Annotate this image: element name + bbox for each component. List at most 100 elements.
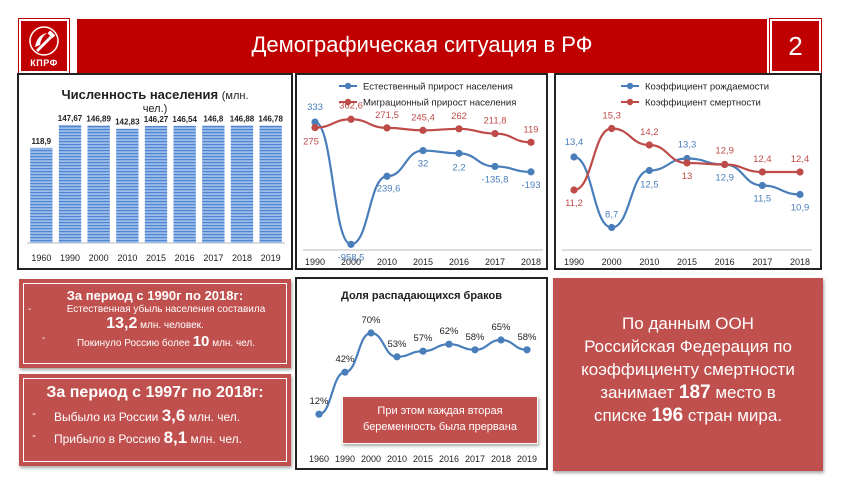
header-bar: Демографическая ситуация в РФ [77, 19, 767, 73]
hammer-sickle-icon [29, 26, 59, 56]
divorce-share-label: 57% [413, 333, 433, 344]
data-label: 12,5 [640, 180, 659, 191]
left-russia-value: 3,6 [161, 406, 186, 425]
series-point-2 [608, 124, 616, 133]
series-point-2 [758, 168, 766, 176]
divorce-share-label: 42% [335, 354, 355, 365]
rank-value: 187 [678, 382, 711, 403]
legend-swatch-marker [626, 82, 634, 90]
countries-total-value: 196 [651, 405, 684, 426]
un-line-5-prefix: списке [593, 406, 647, 425]
population-bar [202, 125, 225, 243]
data-label: 12,9 [715, 173, 734, 184]
series-point-2 [721, 160, 729, 169]
x-tick-label: 2016 [175, 253, 195, 263]
population-bar [144, 125, 168, 243]
population-data-label: 147,67 [58, 114, 83, 123]
data-label: 333 [307, 102, 323, 113]
population-title-main: Численность населения [61, 87, 219, 102]
population-data-label: 146,89 [86, 114, 111, 123]
data-label: 119 [523, 124, 538, 135]
divorce-share-point [341, 368, 349, 376]
series-point-1 [347, 240, 355, 248]
population-chart-title: Численность населения (млн. [19, 87, 291, 102]
divorce-share-point [419, 347, 427, 355]
series-point-1 [758, 181, 766, 190]
series-point-2 [311, 123, 319, 132]
x-tick-label: 2016 [715, 257, 735, 267]
data-label: 11,5 [753, 194, 771, 205]
series-point-1 [796, 190, 804, 199]
population-bar [230, 125, 254, 243]
population-bar-chart: 118,9 1960 147,67 1990 146,89 2000 142,83 2010 1… [27, 114, 285, 263]
legend-swatch-marker [344, 82, 352, 90]
data-label: 12,9 [715, 146, 734, 157]
x-tick-label: 2016 [439, 454, 459, 464]
period-1990-2018-box: За период с 1990г по 2018г: - Естественн… [19, 279, 291, 368]
period-1997-line1: - Выбыло из России 3,6 млн. чел. [24, 406, 286, 426]
un-ranking-box: По данным ООН Российская Федерация по ко… [553, 278, 823, 471]
data-label: 13,4 [565, 137, 584, 148]
series-point-2 [419, 126, 427, 134]
period-1990-2018-inner: За период с 1990г по 2018г: - Естественн… [23, 283, 287, 364]
party-logo: КПРФ [18, 18, 70, 74]
un-line-4-prefix: занимает [600, 383, 675, 402]
un-line-5: списке 196 стран мира. [553, 404, 823, 427]
x-tick-label: 2015 [413, 257, 433, 267]
x-tick-label: 2017 [752, 257, 772, 267]
divorce-share-label: 58% [465, 332, 485, 343]
page-number: 2 [788, 31, 803, 61]
data-label: 32 [418, 159, 429, 170]
divorce-share-point [497, 336, 505, 344]
series-point-1 [491, 162, 499, 171]
x-tick-label: 2018 [790, 257, 810, 267]
data-label: -958,5 [338, 252, 365, 263]
period-1990-heading: За период с 1990г по 2018г: [66, 288, 244, 303]
series-point-2 [796, 168, 804, 176]
period-1997-heading: За период с 1997г по 2018г: [46, 384, 264, 401]
x-tick-label: 2010 [117, 253, 137, 263]
x-tick-label: 1990 [60, 253, 80, 263]
x-tick-label: 2010 [387, 454, 407, 464]
x-tick-label: 2019 [261, 253, 281, 263]
x-tick-label: 1960 [31, 253, 51, 263]
series-point-2 [347, 115, 355, 123]
period-1990-line1-value-row: 13,2 млн. человек. [24, 315, 286, 333]
data-label: 8,7 [605, 210, 618, 221]
x-tick-label: 2015 [413, 454, 433, 464]
rates-chart-panel: Коэффициент рождаемости Коэффициент смерт… [554, 73, 822, 270]
data-label: 10,9 [791, 203, 810, 214]
population-data-label: 146,78 [258, 115, 283, 124]
x-tick-label: 2000 [602, 257, 622, 267]
x-tick-label: 2010 [639, 257, 659, 267]
x-tick-label: 2000 [341, 257, 361, 267]
series-point-2 [455, 125, 463, 133]
population-growth-line-chart: Естественный прирост населения Миграционн… [303, 82, 543, 267]
x-tick-label: 2017 [485, 257, 505, 267]
series-point-2 [527, 138, 535, 146]
legend-label: Коэффициент смертности [645, 98, 761, 109]
x-tick-label: 1990 [335, 454, 355, 464]
birth-death-rate-line-chart: Коэффициент рождаемости Коэффициент смерт… [562, 82, 812, 267]
un-line-3: коэффициенту смертности [581, 360, 795, 379]
period-1997-line2-prefix: Прибыло в Россию [54, 432, 161, 446]
un-line-2: Российская Федерация по [584, 337, 792, 356]
page-number-box: 2 [769, 18, 822, 74]
x-tick-label: 2019 [517, 454, 537, 464]
population-data-label: 146,54 [172, 115, 197, 124]
un-line-1: По данным ООН [622, 314, 754, 333]
population-data-label: 146,8 [203, 115, 224, 124]
series-point-1 [455, 149, 463, 157]
x-tick-label: 2018 [491, 454, 511, 464]
data-label: -239,6 [374, 183, 401, 194]
legend-label: Коэффициент рождаемости [645, 82, 769, 93]
divorce-chart-panel: Доля распадающихся браков 1960 1990 2000 20… [295, 277, 548, 470]
data-label: 14,2 [640, 127, 659, 138]
un-line-4: занимает 187 место в [553, 381, 823, 404]
series-point-2 [645, 141, 653, 149]
data-label: 245,4 [411, 112, 435, 123]
data-label: 13,3 [678, 140, 697, 151]
x-tick-label: 1960 [309, 454, 329, 464]
natural-decline-unit: млн. человек. [140, 320, 204, 331]
period-1990-line2-prefix: Покинуло Россию более [76, 338, 190, 349]
